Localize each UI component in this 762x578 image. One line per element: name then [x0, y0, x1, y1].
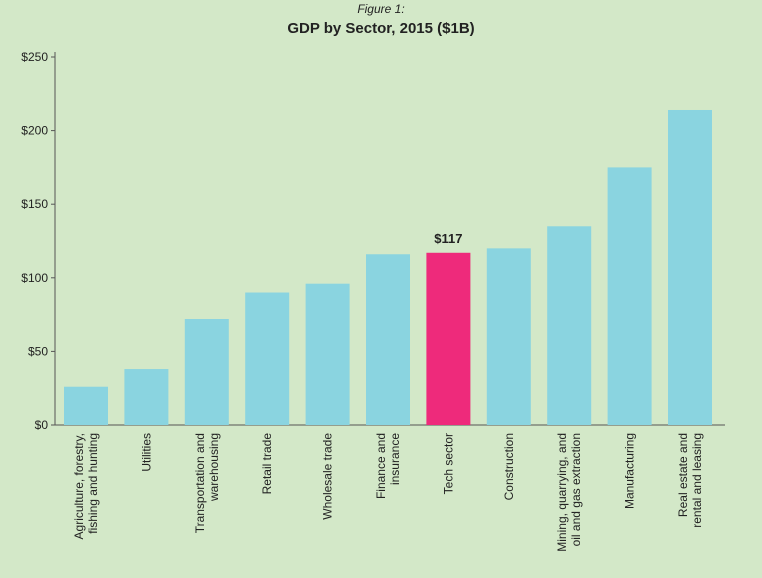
category-label: Mining, quarrying, and oil and gas extrac…: [555, 433, 583, 552]
category-label: Utilities: [139, 433, 153, 472]
category-label: Transportation and warehousing: [193, 433, 221, 533]
bar: [547, 226, 592, 425]
category-label-line: Wholesale trade: [321, 433, 335, 520]
bar: [607, 167, 652, 425]
category-label-line: Agriculture, forestry,: [72, 433, 86, 539]
bar: [366, 254, 410, 425]
category-label-line: Tech sector: [441, 433, 455, 494]
y-tick-label: $0: [35, 418, 49, 432]
category-label-line: Real estate and: [676, 433, 690, 517]
chart-title: GDP by Sector, 2015 ($1B): [287, 20, 475, 37]
category-label: Construction: [502, 433, 516, 500]
category-label-line: warehousing: [207, 433, 221, 502]
figure-caption: Figure 1:: [357, 2, 405, 16]
category-label-line: fishing and hunting: [86, 433, 100, 534]
category-label: Real estate and rental and leasing: [676, 433, 704, 528]
y-tick-label: $150: [21, 197, 48, 211]
y-tick-label: $100: [21, 271, 48, 285]
bar: [184, 319, 229, 425]
category-label: Wholesale trade: [321, 433, 335, 520]
bar: [486, 248, 531, 425]
category-label-line: Finance and: [374, 433, 388, 499]
y-tick-label: $250: [21, 50, 48, 64]
category-label: Finance and insurance: [374, 433, 402, 499]
category-label-line: rental and leasing: [690, 433, 704, 528]
category-label: Tech sector: [441, 433, 455, 494]
category-label: Manufacturing: [623, 433, 637, 509]
bar: [245, 292, 290, 425]
y-tick-label: $200: [21, 124, 48, 138]
bar: [668, 109, 712, 425]
category-labels: Agriculture, forestry, fishing and huntin…: [72, 433, 704, 552]
y-tick-label: $50: [28, 344, 48, 358]
bar-highlight: [426, 252, 471, 425]
category-label-line: Construction: [502, 433, 516, 500]
bar-data-label: $117: [434, 231, 462, 246]
category-label-line: Mining, quarrying, and: [555, 433, 569, 552]
category-label-line: Retail trade: [260, 433, 274, 495]
bars: $117: [64, 109, 712, 425]
bar: [64, 386, 108, 425]
category-label-line: Transportation and: [193, 433, 207, 533]
category-label-line: Utilities: [139, 433, 153, 472]
bar: [305, 283, 350, 425]
category-label-line: insurance: [388, 433, 402, 485]
category-label: Agriculture, forestry, fishing and huntin…: [72, 433, 100, 539]
category-label-line: oil and gas extraction: [569, 433, 583, 546]
category-label: Retail trade: [260, 433, 274, 495]
bar: [124, 369, 169, 425]
category-label-line: Manufacturing: [623, 433, 637, 509]
